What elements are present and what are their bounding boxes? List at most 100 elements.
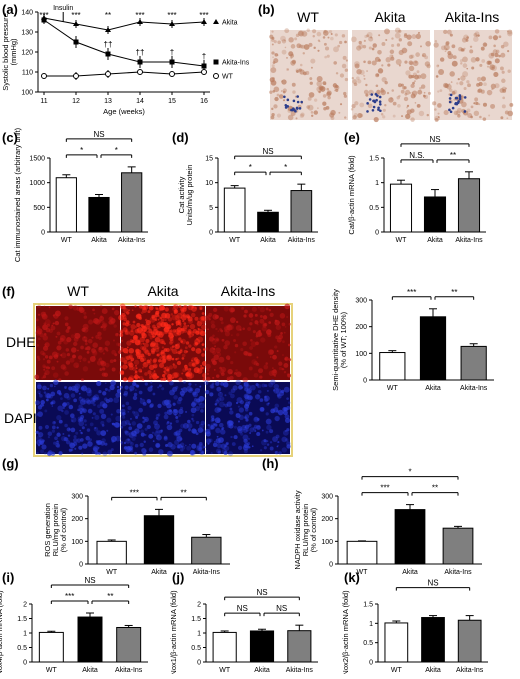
panel-label: (e) [344, 130, 360, 145]
micrograph-speck [161, 387, 165, 391]
micrograph-speck [81, 378, 84, 382]
sig-label: †† [136, 48, 145, 57]
micrograph-speck [126, 346, 129, 349]
micrograph-speck [143, 342, 149, 348]
micrograph-speck [81, 407, 85, 411]
micrograph-speck [280, 90, 283, 92]
micrograph-speck [274, 450, 278, 454]
micrograph-speck [216, 397, 222, 402]
micrograph-speck [272, 369, 277, 374]
nucleus [451, 106, 455, 110]
micrograph-speck [127, 377, 134, 383]
micrograph-speck [394, 27, 401, 33]
micrograph-speck [436, 64, 440, 68]
micrograph-speck [384, 80, 388, 85]
micrograph-speck [406, 104, 410, 108]
micrograph-speck [372, 43, 377, 48]
point [73, 73, 79, 79]
micrograph-speck [196, 337, 198, 340]
micrograph-speck [43, 391, 47, 394]
micrograph-speck [475, 57, 480, 62]
micrograph-speck [434, 108, 437, 111]
micrograph-speck [82, 408, 87, 414]
micrograph-speck [192, 391, 199, 398]
micrograph-speck [459, 81, 464, 86]
micrograph-speck [214, 417, 221, 424]
micrograph-speck [135, 367, 138, 369]
micrograph-speck [93, 447, 98, 452]
nucleus [296, 100, 300, 104]
micrograph-speck [317, 49, 320, 52]
point [201, 19, 207, 24]
micrograph-speck [60, 352, 67, 359]
nucleus [379, 109, 382, 113]
micrograph-speck [123, 390, 129, 396]
micrograph-speck [40, 311, 46, 317]
legend-marker [213, 19, 219, 24]
micrograph-speck [38, 392, 41, 395]
micrograph-speck [451, 60, 458, 67]
micrograph-speck [374, 56, 380, 62]
micrograph-speck [507, 30, 513, 37]
micrograph-speck [94, 414, 100, 420]
micrograph-speck [188, 382, 192, 386]
y-tick-label: 1.5 [191, 616, 201, 623]
micrograph-speck [92, 397, 96, 401]
micrograph-speck [48, 355, 53, 360]
micrograph-speck [343, 91, 347, 96]
micrograph-speck [501, 78, 506, 84]
micrograph-speck [61, 402, 67, 408]
micrograph-speck [303, 44, 310, 50]
y-tick-label: 300 [321, 494, 333, 501]
micrograph-speck [142, 416, 145, 420]
micrograph-speck [407, 41, 413, 47]
micrograph-speck [166, 422, 169, 425]
micrograph-speck [36, 355, 40, 359]
micrograph-speck [131, 309, 134, 312]
micrograph-speck [163, 366, 167, 370]
micrograph-speck [415, 33, 421, 40]
micrograph-speck [344, 116, 347, 119]
micrograph-speck [339, 103, 343, 106]
micrograph-speck [138, 331, 142, 335]
point [137, 59, 143, 65]
micrograph-speck [160, 350, 165, 354]
micrograph-speck [389, 54, 394, 59]
micrograph-speck [437, 103, 442, 108]
micrograph-speck [268, 370, 275, 376]
micrograph-speck [185, 410, 188, 414]
micrograph-speck [146, 398, 152, 404]
micrograph-speck [128, 375, 135, 382]
micrograph-speck [133, 392, 138, 397]
micrograph-speck [56, 426, 59, 429]
nucleus [296, 95, 300, 98]
micrograph-speck [272, 90, 276, 93]
micrograph-speck [135, 416, 139, 419]
micrograph-speck [474, 97, 479, 102]
micrograph-speck [277, 441, 280, 444]
point [137, 69, 143, 75]
micrograph-speck [205, 449, 208, 452]
micrograph-speck [88, 319, 94, 325]
micrograph-speck [54, 310, 61, 317]
micrograph-speck [155, 442, 161, 448]
micrograph-speck [211, 346, 214, 349]
micrograph-speck [55, 352, 60, 357]
sig-label: * [249, 163, 252, 172]
micrograph-speck [189, 323, 196, 330]
bar [290, 190, 313, 233]
micrograph-speck [199, 307, 203, 310]
micrograph-speck [96, 396, 100, 401]
micrograph-speck [120, 339, 124, 342]
micrograph-speck [80, 431, 83, 435]
micrograph-speck [97, 404, 101, 409]
micrograph-speck [357, 112, 363, 119]
micrograph-speck [358, 43, 364, 49]
micrograph-speck [42, 324, 48, 331]
micrograph-speck [163, 399, 170, 406]
micrograph-speck [341, 34, 346, 38]
micrograph-speck [288, 51, 294, 57]
micrograph-speck [154, 423, 161, 430]
y-tick-label: 1.5 [369, 156, 379, 163]
